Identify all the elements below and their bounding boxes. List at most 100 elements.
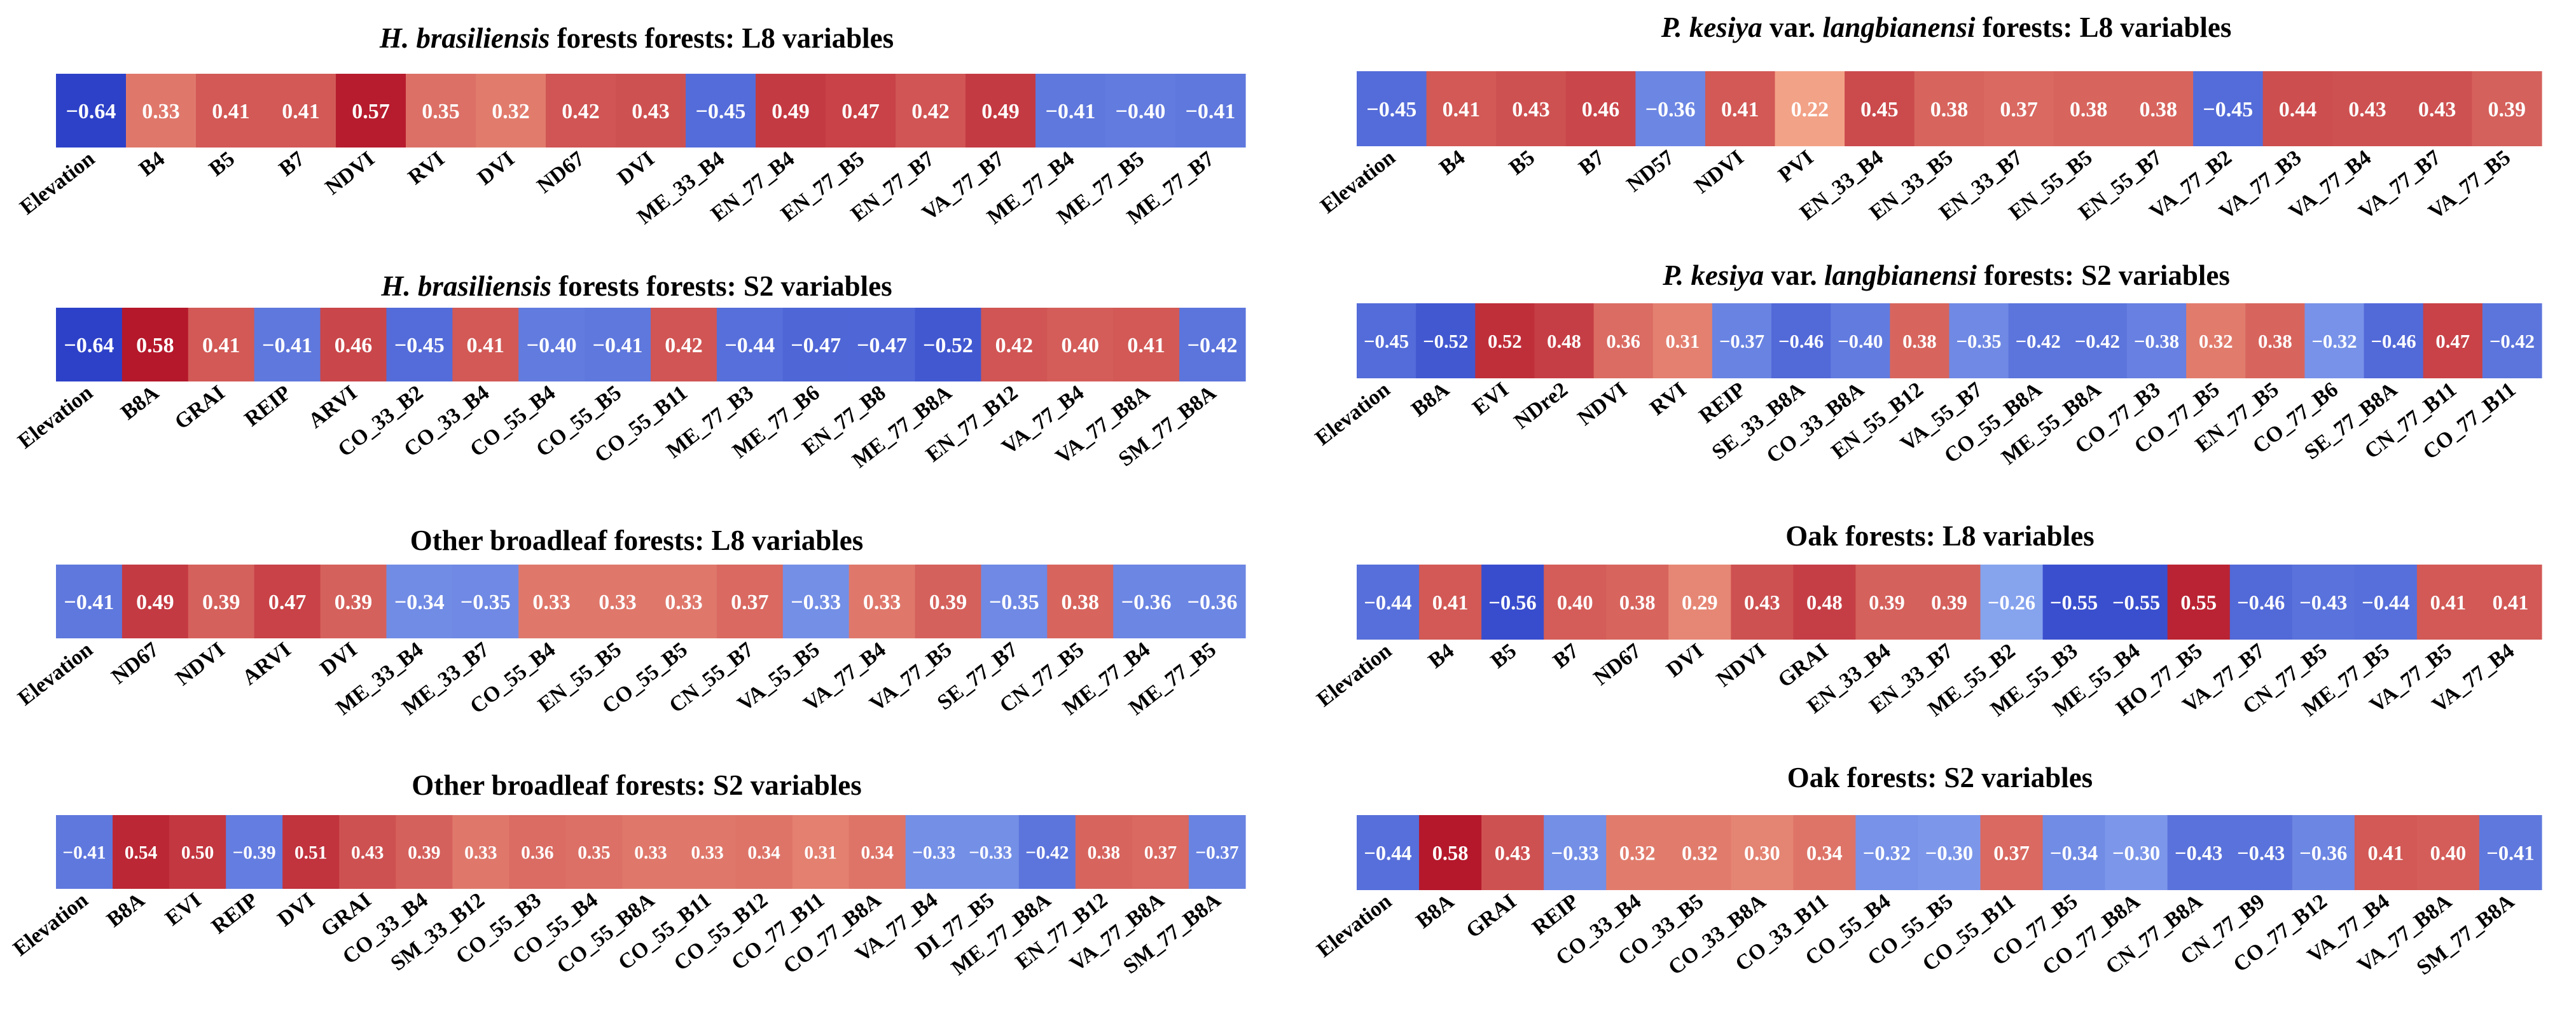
heatmap-cell [1668,565,1731,640]
heatmap-cell [1949,303,2009,378]
heatmap-cell [1855,565,1919,640]
heatmap-cell [2193,71,2264,146]
heatmap-cell [1179,308,1246,381]
heatmap-cell [651,565,717,638]
cell-value-label: 0.58 [136,334,174,357]
cell-value-label: 0.39 [202,591,240,614]
heatmap-cell [2229,565,2293,640]
cell-value-label: 0.47 [268,591,307,614]
cell-value-label: 0.39 [1931,591,1967,614]
heatmap-cell [651,308,717,381]
x-tick-label: EVI [161,888,205,930]
heatmap-cell [336,74,406,148]
cell-value-label: −0.47 [791,334,841,357]
heatmap-cell [1496,71,1567,146]
cell-value-label: −0.33 [791,591,841,614]
heatmap-cell [1481,815,1544,890]
cell-value-label: 0.33 [863,591,901,614]
heatmap-cells: −0.45 0.41 0.43 0.46 −0.36 0.41 0.22 0.45 0.38 0.… [1357,71,2542,146]
x-tick-label: Elevation [13,638,97,710]
heatmap-cell [339,815,396,889]
x-tick-label: NDre2 [1510,378,1572,434]
cell-value-label: 0.34 [1806,842,1843,865]
title-var: var. [1762,11,1823,43]
x-tick-label: SM_77_B8A [1119,888,1226,978]
heatmap-cell [756,74,826,148]
cell-value-label: 0.52 [1488,331,1522,352]
panel-oak-l8: Oak forests: L8 variables −0.44 0.41 −0.56… [1313,520,2542,721]
cell-value-label: 0.57 [352,100,390,123]
x-tick-label: B7 [1574,146,1609,180]
cell-value-label: −0.36 [1121,591,1172,614]
cell-value-label: −0.55 [2050,591,2098,614]
heatmap-cell [1890,303,1950,378]
cell-value-label: −0.41 [262,334,312,357]
title-variety: langbianensi [1824,259,1977,291]
cell-value-label: −0.40 [527,334,577,357]
cell-value-label: 0.39 [335,591,373,614]
cell-value-label: 0.37 [2000,98,2038,121]
cell-value-label: 0.43 [632,100,670,123]
heatmap-cell [716,565,784,638]
panel-title: Oak forests: S2 variables [1787,762,2093,793]
heatmap-cell [1113,565,1180,638]
heatmap-cell [396,815,453,889]
heatmap-cell [169,815,226,889]
heatmap-cell [679,815,737,889]
heatmap-cell [1606,815,1669,890]
heatmap-cell [126,74,197,148]
cell-value-label: −0.43 [2175,842,2222,865]
panel-oak-s2: Oak forests: S2 variables −0.44 0.58 0.43−… [1313,762,2542,980]
cell-value-label: 0.54 [125,842,158,863]
panel-title: Other broadleaf forests: S2 variables [412,769,861,801]
cell-value-label: 0.49 [136,591,174,614]
heatmap-cell [2304,303,2365,378]
cell-value-label: 0.31 [804,842,836,863]
x-tick-label: B8A [1407,378,1454,422]
heatmap-cell [2416,565,2480,640]
heatmap-cell [1047,565,1114,638]
heatmap-cell [2126,303,2187,378]
heatmap-cell [1357,71,1427,146]
heatmap-cell [1771,303,1831,378]
cell-value-label: 0.41 [1443,98,1481,121]
x-tick-label: Elevation [9,888,93,961]
heatmap-cell [2354,565,2418,640]
heatmap-cells: −0.64 0.33 0.41 0.41 0.57 0.35 0.32 0.42 0.43 −0.… [56,74,1246,148]
cell-value-label: −0.36 [2299,842,2347,865]
panel-title: P. kesiya var. langbianensi forests: L8 … [1661,11,2232,43]
heatmap-cell [622,815,680,889]
cell-value-label: −0.44 [2362,591,2409,614]
cell-value-label: 0.38 [2140,98,2178,121]
heatmap-cell [1914,71,1984,146]
cell-value-label: −0.42 [1025,842,1069,863]
cell-value-label: 0.38 [1902,331,1937,352]
cell-value-label: −0.46 [2237,591,2285,614]
cell-value-label: −0.33 [969,842,1012,863]
title-suffix: forests: S2 variables [1977,259,2230,291]
cell-value-label: −0.40 [1116,100,1166,123]
cell-value-label: −0.41 [64,591,114,614]
title-suffix: Oak forests: L8 variables [1785,520,2094,552]
cell-value-label: 0.29 [1682,591,1718,614]
heatmap-cell [1179,565,1246,638]
heatmap-cell [1357,565,1420,640]
x-tick-label: ND57 [1623,146,1679,196]
cell-value-label: 0.34 [861,842,894,863]
cell-value-label: 0.38 [2258,331,2292,352]
heatmap-cells: −0.45 −0.52 0.52 0.48 0.36 0.31 −0.37 −0.46 −0.4… [1357,303,2542,378]
heatmap-cell [792,815,850,889]
heatmap-cell [1105,74,1176,148]
title-suffix: forests forests: L8 variables [550,22,894,54]
heatmap-cell [386,565,453,638]
cell-value-label: 0.39 [408,842,440,863]
heatmap-cell [1357,303,1416,378]
heatmap-cell [2105,815,2168,890]
heatmap-cell [121,308,189,381]
x-tick-label: NDVI [1574,378,1631,430]
x-tick-label: DVI [1662,639,1708,682]
cell-value-label: −0.47 [857,334,907,357]
heatmap-cell [1565,71,1636,146]
cell-value-label: 0.45 [1860,98,1899,121]
heatmap-cell [56,565,123,638]
